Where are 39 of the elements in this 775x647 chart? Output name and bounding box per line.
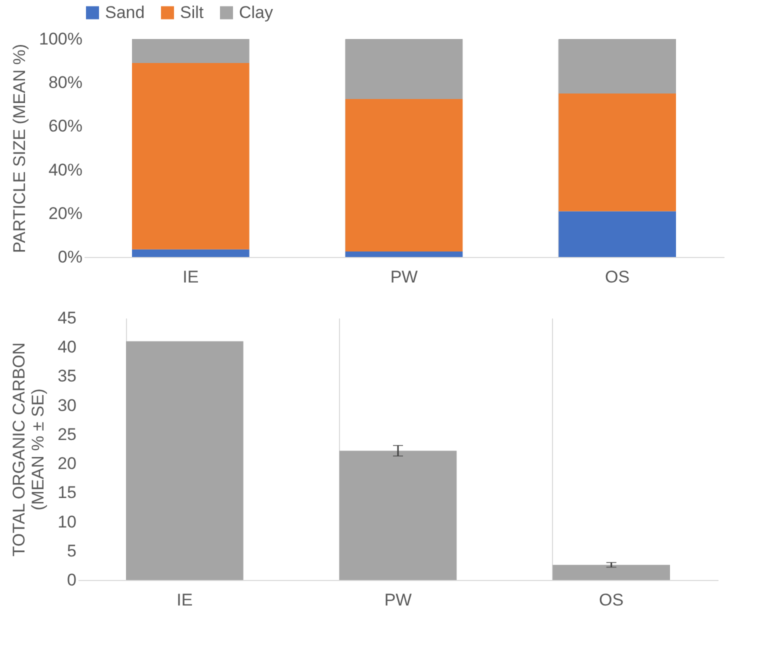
y-tick-label: 40% bbox=[48, 160, 82, 180]
y-tick-label: 45 bbox=[58, 308, 76, 328]
y-tick-label: 20% bbox=[48, 204, 82, 223]
y-tick-label: 0% bbox=[58, 248, 82, 266]
y-tick-label: 20 bbox=[58, 454, 76, 474]
bar bbox=[132, 39, 250, 63]
y-tick-label: 25 bbox=[58, 424, 76, 444]
bar bbox=[558, 39, 676, 94]
x-tick-label: OS bbox=[599, 590, 624, 610]
bar bbox=[552, 564, 670, 580]
y-tick-label: 60% bbox=[48, 116, 82, 136]
legend-label: Silt bbox=[180, 2, 204, 22]
bar bbox=[558, 94, 676, 212]
x-tick-label: PW bbox=[384, 590, 412, 610]
legend-label: Clay bbox=[239, 2, 274, 22]
x-tick-label: IE bbox=[176, 590, 193, 610]
y-tick-label: 40 bbox=[58, 338, 76, 357]
x-tick-label: IE bbox=[182, 268, 199, 286]
y-axis-title: PARTICLE SIZE (MEAN %) bbox=[10, 44, 30, 254]
bar bbox=[558, 211, 676, 257]
x-tick-label: OS bbox=[605, 268, 630, 286]
bar bbox=[339, 450, 457, 580]
bar bbox=[345, 39, 463, 99]
y-tick-label: 0 bbox=[67, 570, 76, 590]
legend-label: Sand bbox=[105, 2, 145, 22]
bar bbox=[132, 62, 250, 250]
y-tick-label: 10 bbox=[58, 512, 76, 532]
bar bbox=[132, 249, 250, 257]
y-tick-label: 100% bbox=[39, 30, 82, 48]
y-tick-label: 15 bbox=[58, 483, 76, 502]
bar bbox=[345, 252, 463, 257]
x-tick-label: PW bbox=[390, 268, 418, 286]
y-tick-label: 80% bbox=[48, 73, 82, 92]
bar bbox=[126, 341, 244, 580]
y-axis-title: TOTAL ORGANIC CARBON (MEAN % ± SE) bbox=[10, 342, 48, 557]
bar bbox=[345, 98, 463, 252]
y-tick-label: 5 bbox=[67, 541, 76, 560]
y-tick-label: 35 bbox=[58, 366, 76, 386]
y-tick-label: 30 bbox=[58, 396, 76, 415]
